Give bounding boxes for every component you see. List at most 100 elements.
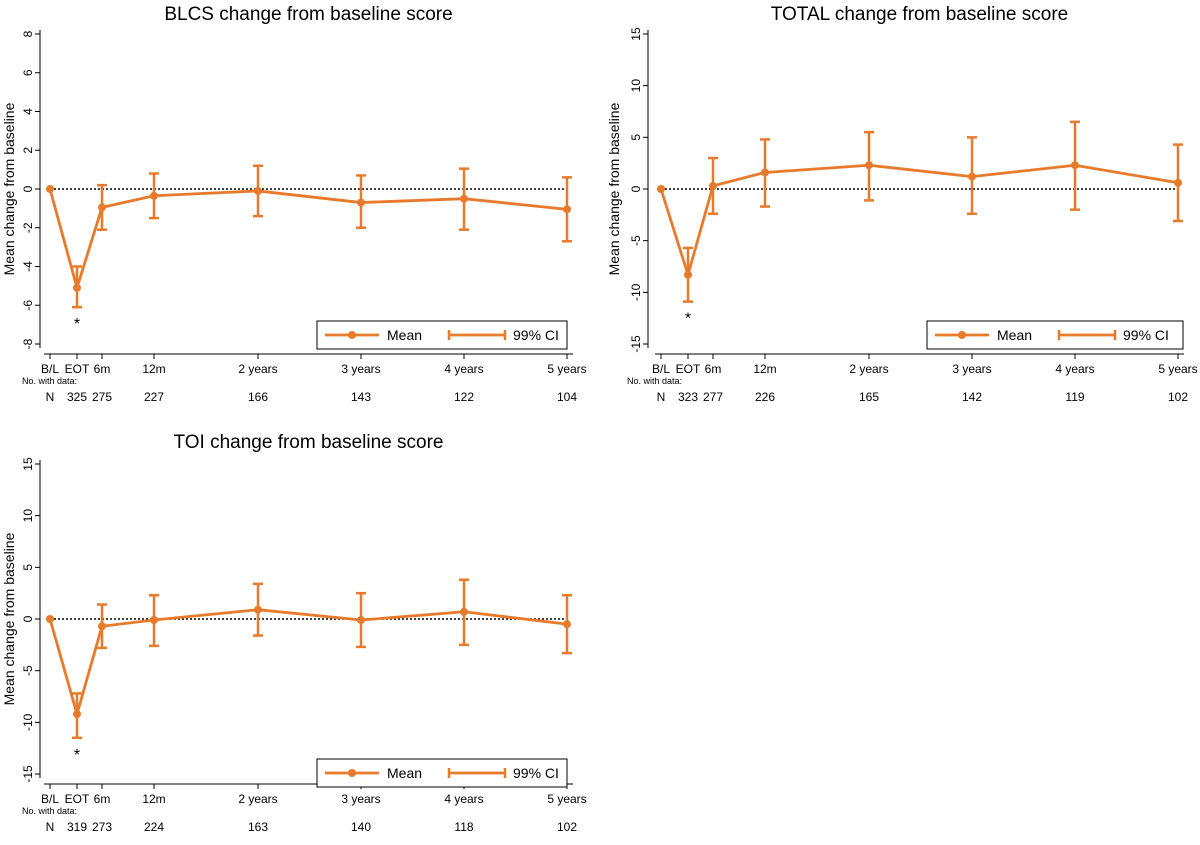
y-axis-title: Mean change from baseline (1, 102, 17, 275)
y-tick-label: 10 (629, 79, 643, 93)
n-with-data-value: 104 (557, 390, 577, 404)
n-with-data-value: 165 (859, 390, 879, 404)
mean-point (1174, 178, 1182, 187)
n-with-data-value: 319 (67, 820, 87, 834)
x-tick-label: 6m (94, 792, 111, 806)
x-tick-label: 4 years (1055, 362, 1094, 376)
x-tick-label: 6m (705, 362, 722, 376)
x-tick-label: 12m (753, 362, 776, 376)
y-tick-label: -15 (21, 765, 35, 783)
y-tick-label: -15 (629, 335, 643, 353)
x-tick-label: 4 years (444, 362, 483, 376)
mean-point (98, 203, 106, 212)
x-tick-label: B/L (41, 362, 59, 376)
x-tick-label: 12m (142, 362, 165, 376)
y-tick-label: 0 (21, 615, 35, 622)
toi-chart: TOI change from baseline score 15 10 5 0 -5 -1… (1, 432, 587, 834)
n-with-data-value: 102 (1168, 390, 1188, 404)
x-tick-label: 5 years (547, 792, 586, 806)
y-tick-label: -4 (21, 261, 35, 272)
mean-point (1071, 161, 1079, 170)
x-tick-label: 2 years (238, 792, 277, 806)
x-tick-label: 3 years (952, 362, 991, 376)
mean-point (357, 616, 365, 625)
mean-point (460, 607, 468, 616)
significance-marker: * (685, 311, 691, 328)
total-chart-panel: TOTAL change from baseline score 15 10 5 0 -5… (605, 0, 1200, 412)
x-tick-label: EOT (65, 362, 90, 376)
mean-point (46, 185, 54, 193)
mean-point (254, 186, 262, 195)
n-with-data-value: 323 (678, 390, 698, 404)
y-tick-label: 10 (21, 509, 35, 523)
y-tick-label: 0 (629, 185, 643, 192)
x-tick-label: B/L (652, 362, 670, 376)
y-tick-label: 0 (21, 185, 35, 192)
mean-line (48, 608, 568, 716)
n-with-data-value: 140 (351, 820, 371, 834)
x-tick-label: EOT (676, 362, 701, 376)
blcs-chart-panel: BLCS change from baseline score 8 6 4 2 0 -2 -4… (0, 0, 590, 412)
legend-ci-label: 99% CI (513, 327, 559, 343)
x-tick-label: 3 years (341, 362, 380, 376)
legend: Mean 99% CI (316, 758, 568, 788)
n-with-data-value: 118 (454, 820, 473, 834)
n-with-data-value: 163 (248, 820, 268, 834)
total-chart: TOTAL change from baseline score 15 10 5 0 -5… (606, 4, 1198, 404)
legend-mean-marker (348, 769, 356, 777)
x-tick-label: 3 years (341, 792, 380, 806)
x-tick-label: 4 years (444, 792, 483, 806)
y-tick-label: -6 (21, 300, 35, 311)
mean-point (709, 181, 717, 190)
chart-title: TOTAL change from baseline score (771, 4, 1068, 25)
mean-line (48, 188, 568, 290)
n-row-label: N (46, 390, 55, 404)
y-axis-title: Mean change from baseline (606, 102, 622, 275)
n-caption: No. with data: (627, 376, 682, 386)
toi-chart-panel: TOI change from baseline score 15 10 5 0 -5 -1… (0, 428, 590, 840)
y-axis-title: Mean change from baseline (1, 532, 17, 705)
n-with-data-value: 102 (557, 820, 577, 834)
n-with-data-value: 224 (144, 820, 164, 834)
mean-point (98, 622, 106, 631)
legend-mean-label: Mean (387, 765, 422, 781)
legend-mean-label: Mean (387, 327, 422, 343)
mean-point (357, 198, 365, 207)
mean-point (73, 710, 81, 719)
mean-point (150, 191, 158, 200)
n-with-data-value: 119 (1065, 390, 1084, 404)
legend-mean-marker (958, 331, 966, 339)
mean-point (563, 205, 571, 214)
x-tick-label: 5 years (1158, 362, 1197, 376)
significance-marker: * (74, 316, 80, 333)
n-with-data-value: 273 (92, 820, 112, 834)
mean-point (761, 168, 769, 177)
x-tick-label: EOT (65, 792, 90, 806)
legend: Mean 99% CI (316, 320, 568, 350)
x-tick-label: 2 years (238, 362, 277, 376)
n-with-data-value: 226 (755, 390, 775, 404)
blcs-chart: BLCS change from baseline score 8 6 4 2 0 -2 -4… (1, 4, 587, 404)
n-caption: No. with data: (22, 806, 77, 816)
y-tick-label: 15 (21, 457, 35, 471)
n-with-data-value: 142 (962, 390, 982, 404)
n-with-data-value: 122 (454, 390, 474, 404)
y-tick-label: 6 (21, 69, 35, 76)
x-tick-label: B/L (41, 792, 59, 806)
mean-point (460, 194, 468, 203)
y-tick-label: 8 (21, 30, 35, 37)
mean-line (659, 163, 1179, 277)
mean-point (968, 172, 976, 181)
legend-ci-label: 99% CI (1123, 327, 1169, 343)
n-row-label: N (46, 820, 55, 834)
x-tick-label: 2 years (849, 362, 888, 376)
x-tick-label: 12m (142, 792, 165, 806)
n-with-data-value: 325 (67, 390, 87, 404)
x-tick-label: 6m (94, 362, 111, 376)
legend: Mean 99% CI (926, 320, 1184, 350)
n-with-data-value: 143 (351, 390, 371, 404)
mean-point (657, 185, 665, 193)
y-tick-label: -5 (21, 665, 35, 676)
y-tick-label: 5 (629, 134, 643, 141)
legend-mean-marker (348, 331, 356, 339)
